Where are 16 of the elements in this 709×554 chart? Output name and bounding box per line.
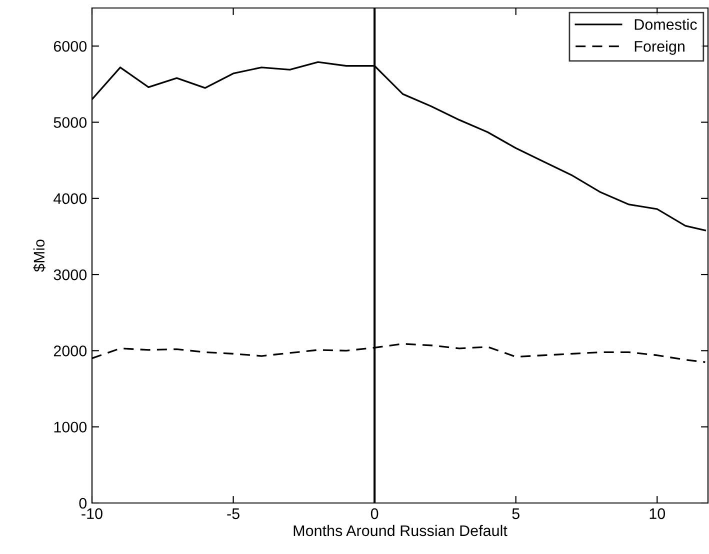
y-tick-label: 0: [79, 498, 87, 509]
y-tick-label: 4000: [54, 193, 87, 204]
x-tick-label: 10: [650, 508, 666, 520]
y-tick-label: 6000: [54, 40, 87, 52]
y-tick-label: 3000: [54, 269, 87, 280]
x-tick-label: -10: [82, 508, 102, 520]
x-tick-label: 5: [512, 508, 520, 520]
x-tick-label: -5: [227, 508, 240, 520]
y-tick-label: 5000: [54, 117, 87, 128]
x-tick-label: 0: [370, 508, 378, 520]
legend-label: Foreign: [634, 40, 684, 55]
legend-label: Domestic: [634, 18, 697, 30]
x-axis-title: Months Around Russian Default: [294, 524, 508, 536]
y-axis-title: $Mio: [33, 240, 46, 272]
y-tick-label: 1000: [54, 422, 87, 433]
y-tick-label: 2000: [54, 346, 87, 356]
